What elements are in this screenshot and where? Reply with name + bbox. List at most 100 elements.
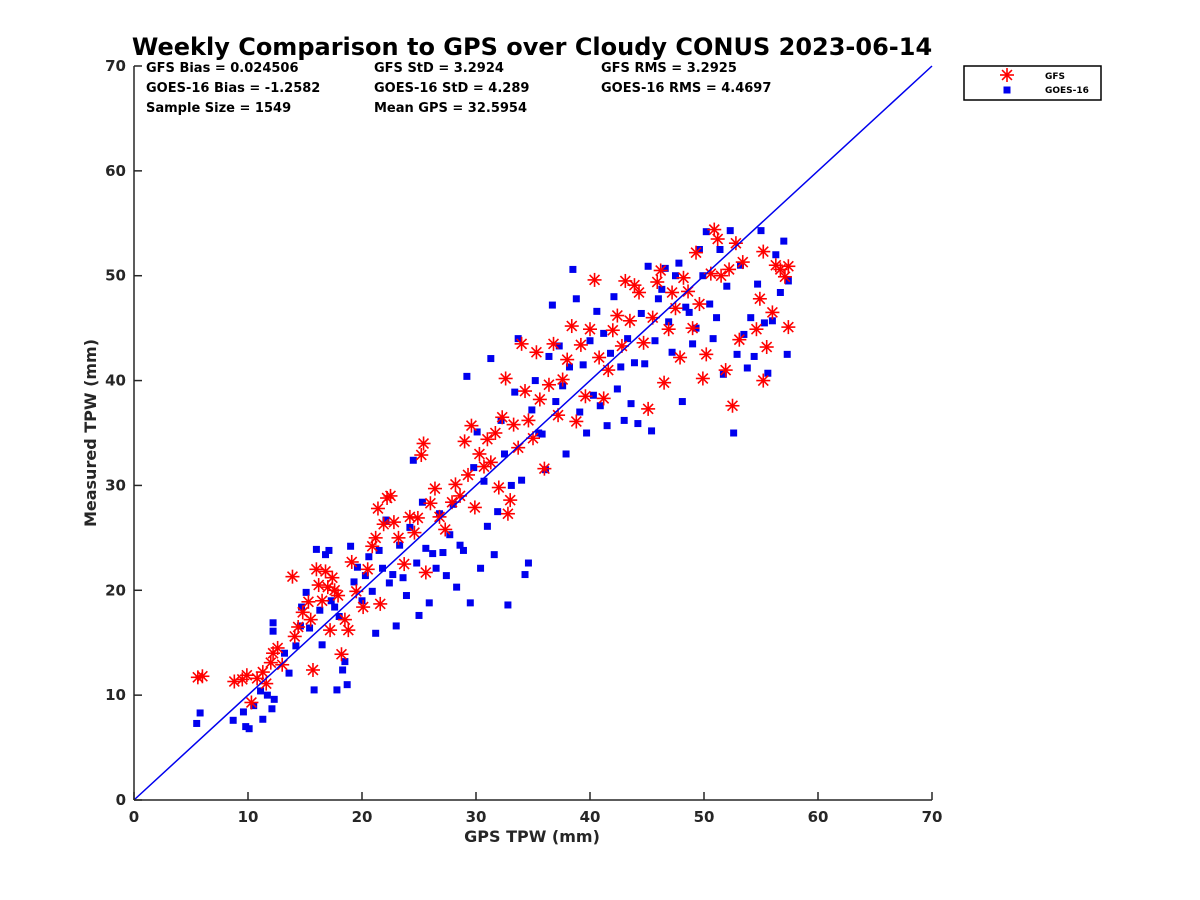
gfs-point [722,262,737,277]
gfs-point [541,377,556,392]
gfs-point [518,384,533,399]
gfs-point [407,525,422,540]
gfs-point [622,313,637,328]
goes16-point [750,352,758,360]
stat-annotation: GFS Bias = 0.024506 [146,61,299,76]
gfs-point [461,467,476,482]
goes16-point [747,314,755,322]
goes16-point [624,335,632,343]
gfs-point [239,668,254,683]
goes16-point [641,360,649,368]
goes16-point [459,546,467,554]
goes16-point [245,725,253,733]
goes16-point [425,599,433,607]
gfs-point [564,319,579,334]
goes16-point [196,709,204,717]
gfs-point [765,305,780,320]
goes16-point [257,687,265,695]
goes16-point [764,369,772,377]
goes16-point [269,627,277,635]
goes16-point [783,350,791,358]
gfs-point [331,588,346,603]
goes16-point [668,348,676,356]
goes16-point [285,669,293,677]
gfs-point [311,578,326,593]
gfs-point [301,594,316,609]
x-tick-label: 10 [238,808,259,826]
gfs-point [668,301,683,316]
goes16-point [358,597,366,605]
goes16-point [733,350,741,358]
gfs-point [560,352,575,367]
goes16-point [538,430,546,438]
gfs-point [263,655,278,670]
gfs-point [632,285,647,300]
legend-goes16-label: GOES-16 [1045,86,1089,96]
goes16-point [368,587,376,595]
goes16-point [312,545,320,553]
y-axis-label: Measured TPW (mm) [81,339,100,527]
x-tick-label: 40 [580,808,601,826]
gfs-point [673,350,688,365]
x-tick-label: 70 [922,808,943,826]
goes16-point [382,516,390,524]
goes16-point [675,259,683,267]
goes16-point [466,599,474,607]
gfs-point [503,493,518,508]
y-tick-label: 40 [105,372,126,390]
y-axis-ticks: 0 10 20 30 40 50 60 70 [105,57,142,809]
goes16-point [399,574,407,582]
gfs-point [244,695,259,710]
goes16-point [269,619,277,627]
goes16-point [497,416,505,424]
goes16-point [531,377,539,385]
legend: GFS GOES-16 [963,65,1102,101]
stat-annotation: Sample Size = 1549 [146,101,291,116]
gfs-point [569,414,584,429]
goes16-point [263,691,271,699]
gfs-point [714,268,729,283]
goes16-point [339,666,347,674]
goes16-point [422,544,430,552]
gfs-point [370,501,385,516]
goes16-point [772,251,780,259]
goes16-point [521,571,529,579]
goes16-point [689,340,697,348]
gfs-point [578,389,593,404]
gfs-point [285,569,300,584]
goes16-point [463,372,471,380]
goes16-point [699,272,707,280]
stat-annotation: Mean GPS = 32.5954 [374,101,527,116]
goes16-point [665,318,673,326]
goes16-point [229,716,237,724]
y-tick-label: 60 [105,162,126,180]
gfs-point [255,665,270,680]
gfs-point [488,426,503,440]
y-tick-label: 0 [116,791,126,809]
goes16-point [743,364,751,372]
gfs-point [383,488,398,503]
gfs-point [756,244,771,259]
gfs-point [695,371,710,386]
gfs-point [464,418,479,433]
goes16-point [372,629,380,637]
gfs-point [480,432,495,447]
goes16-point [477,564,485,572]
gfs-point [732,332,747,347]
goes16-point [600,329,608,337]
goes16-point [413,559,421,567]
gfs-point [227,674,242,689]
gfs-point [410,510,425,525]
goes16-point [389,571,397,579]
gfs-point [472,446,487,461]
goes16-point [453,583,461,591]
goes16-point [361,572,369,580]
goes16-point [333,686,341,694]
y-tick-label: 20 [105,581,126,599]
gfs-point [315,593,330,608]
gfs-point [718,363,733,378]
goes16-point [648,427,656,435]
goes16-point [634,420,642,428]
stat-annotation: GOES-16 StD = 4.289 [374,81,529,96]
